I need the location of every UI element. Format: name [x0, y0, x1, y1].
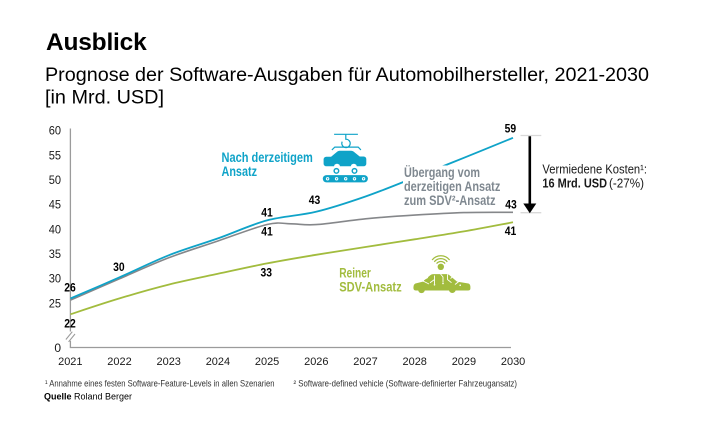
svg-text:35: 35 — [49, 247, 62, 261]
svg-text:41: 41 — [261, 224, 273, 238]
svg-text:¹ Annahme eines festen Softwar: ¹ Annahme eines festen Software-Feature-… — [45, 379, 275, 389]
svg-text:59: 59 — [505, 121, 517, 135]
svg-text:Vermiedene Kosten¹:: Vermiedene Kosten¹: — [542, 162, 647, 177]
svg-text:Nach derzeitigem: Nach derzeitigem — [222, 150, 313, 165]
svg-text:² Software-defined vehicle (So: ² Software-defined vehicle (Software-def… — [294, 379, 518, 389]
svg-text:55: 55 — [49, 148, 62, 162]
svg-text:60: 60 — [49, 124, 62, 138]
svg-text:40: 40 — [49, 222, 62, 236]
svg-text:50: 50 — [49, 173, 62, 187]
svg-text:2021: 2021 — [58, 356, 82, 368]
svg-text:41: 41 — [505, 224, 517, 238]
svg-text:30: 30 — [49, 272, 62, 286]
svg-text:SDV-Ansatz: SDV-Ansatz — [339, 280, 402, 295]
svg-text:41: 41 — [261, 206, 273, 220]
svg-text:0: 0 — [54, 341, 61, 355]
svg-text:43: 43 — [309, 193, 321, 207]
svg-text:Übergang vom: Übergang vom — [404, 165, 480, 180]
svg-text:2028: 2028 — [403, 356, 427, 368]
svg-text:Ansatz: Ansatz — [222, 164, 258, 179]
svg-text:45: 45 — [49, 198, 62, 212]
svg-text:Prognose der Software-Ausgaben: Prognose der Software-Ausgaben für Autom… — [45, 64, 649, 86]
svg-text:2027: 2027 — [353, 356, 377, 368]
svg-text:26: 26 — [64, 280, 76, 294]
svg-text:Reiner: Reiner — [339, 266, 371, 281]
svg-text:2024: 2024 — [206, 356, 230, 368]
svg-text:33: 33 — [261, 266, 273, 280]
svg-text:30: 30 — [113, 260, 125, 274]
svg-text:2030: 2030 — [501, 356, 525, 368]
svg-text:Quelle Roland Berger: Quelle Roland Berger — [44, 392, 132, 402]
svg-text:16 Mrd. USD: 16 Mrd. USD — [542, 176, 607, 191]
svg-text:zum SDV²-Ansatz: zum SDV²-Ansatz — [404, 193, 496, 208]
svg-text:2029: 2029 — [452, 356, 476, 368]
svg-text:25: 25 — [49, 296, 62, 310]
svg-text:derzeitigen Ansatz: derzeitigen Ansatz — [404, 179, 500, 194]
svg-text:2023: 2023 — [157, 356, 181, 368]
svg-text:2022: 2022 — [107, 356, 131, 368]
svg-text:Ausblick: Ausblick — [46, 29, 147, 56]
svg-text:22: 22 — [64, 317, 76, 331]
svg-text:43: 43 — [505, 197, 517, 211]
svg-text:[in Mrd. USD]: [in Mrd. USD] — [45, 87, 164, 109]
svg-text:2026: 2026 — [304, 356, 328, 368]
svg-text:2025: 2025 — [255, 356, 279, 368]
svg-text:(-27%): (-27%) — [609, 176, 644, 191]
